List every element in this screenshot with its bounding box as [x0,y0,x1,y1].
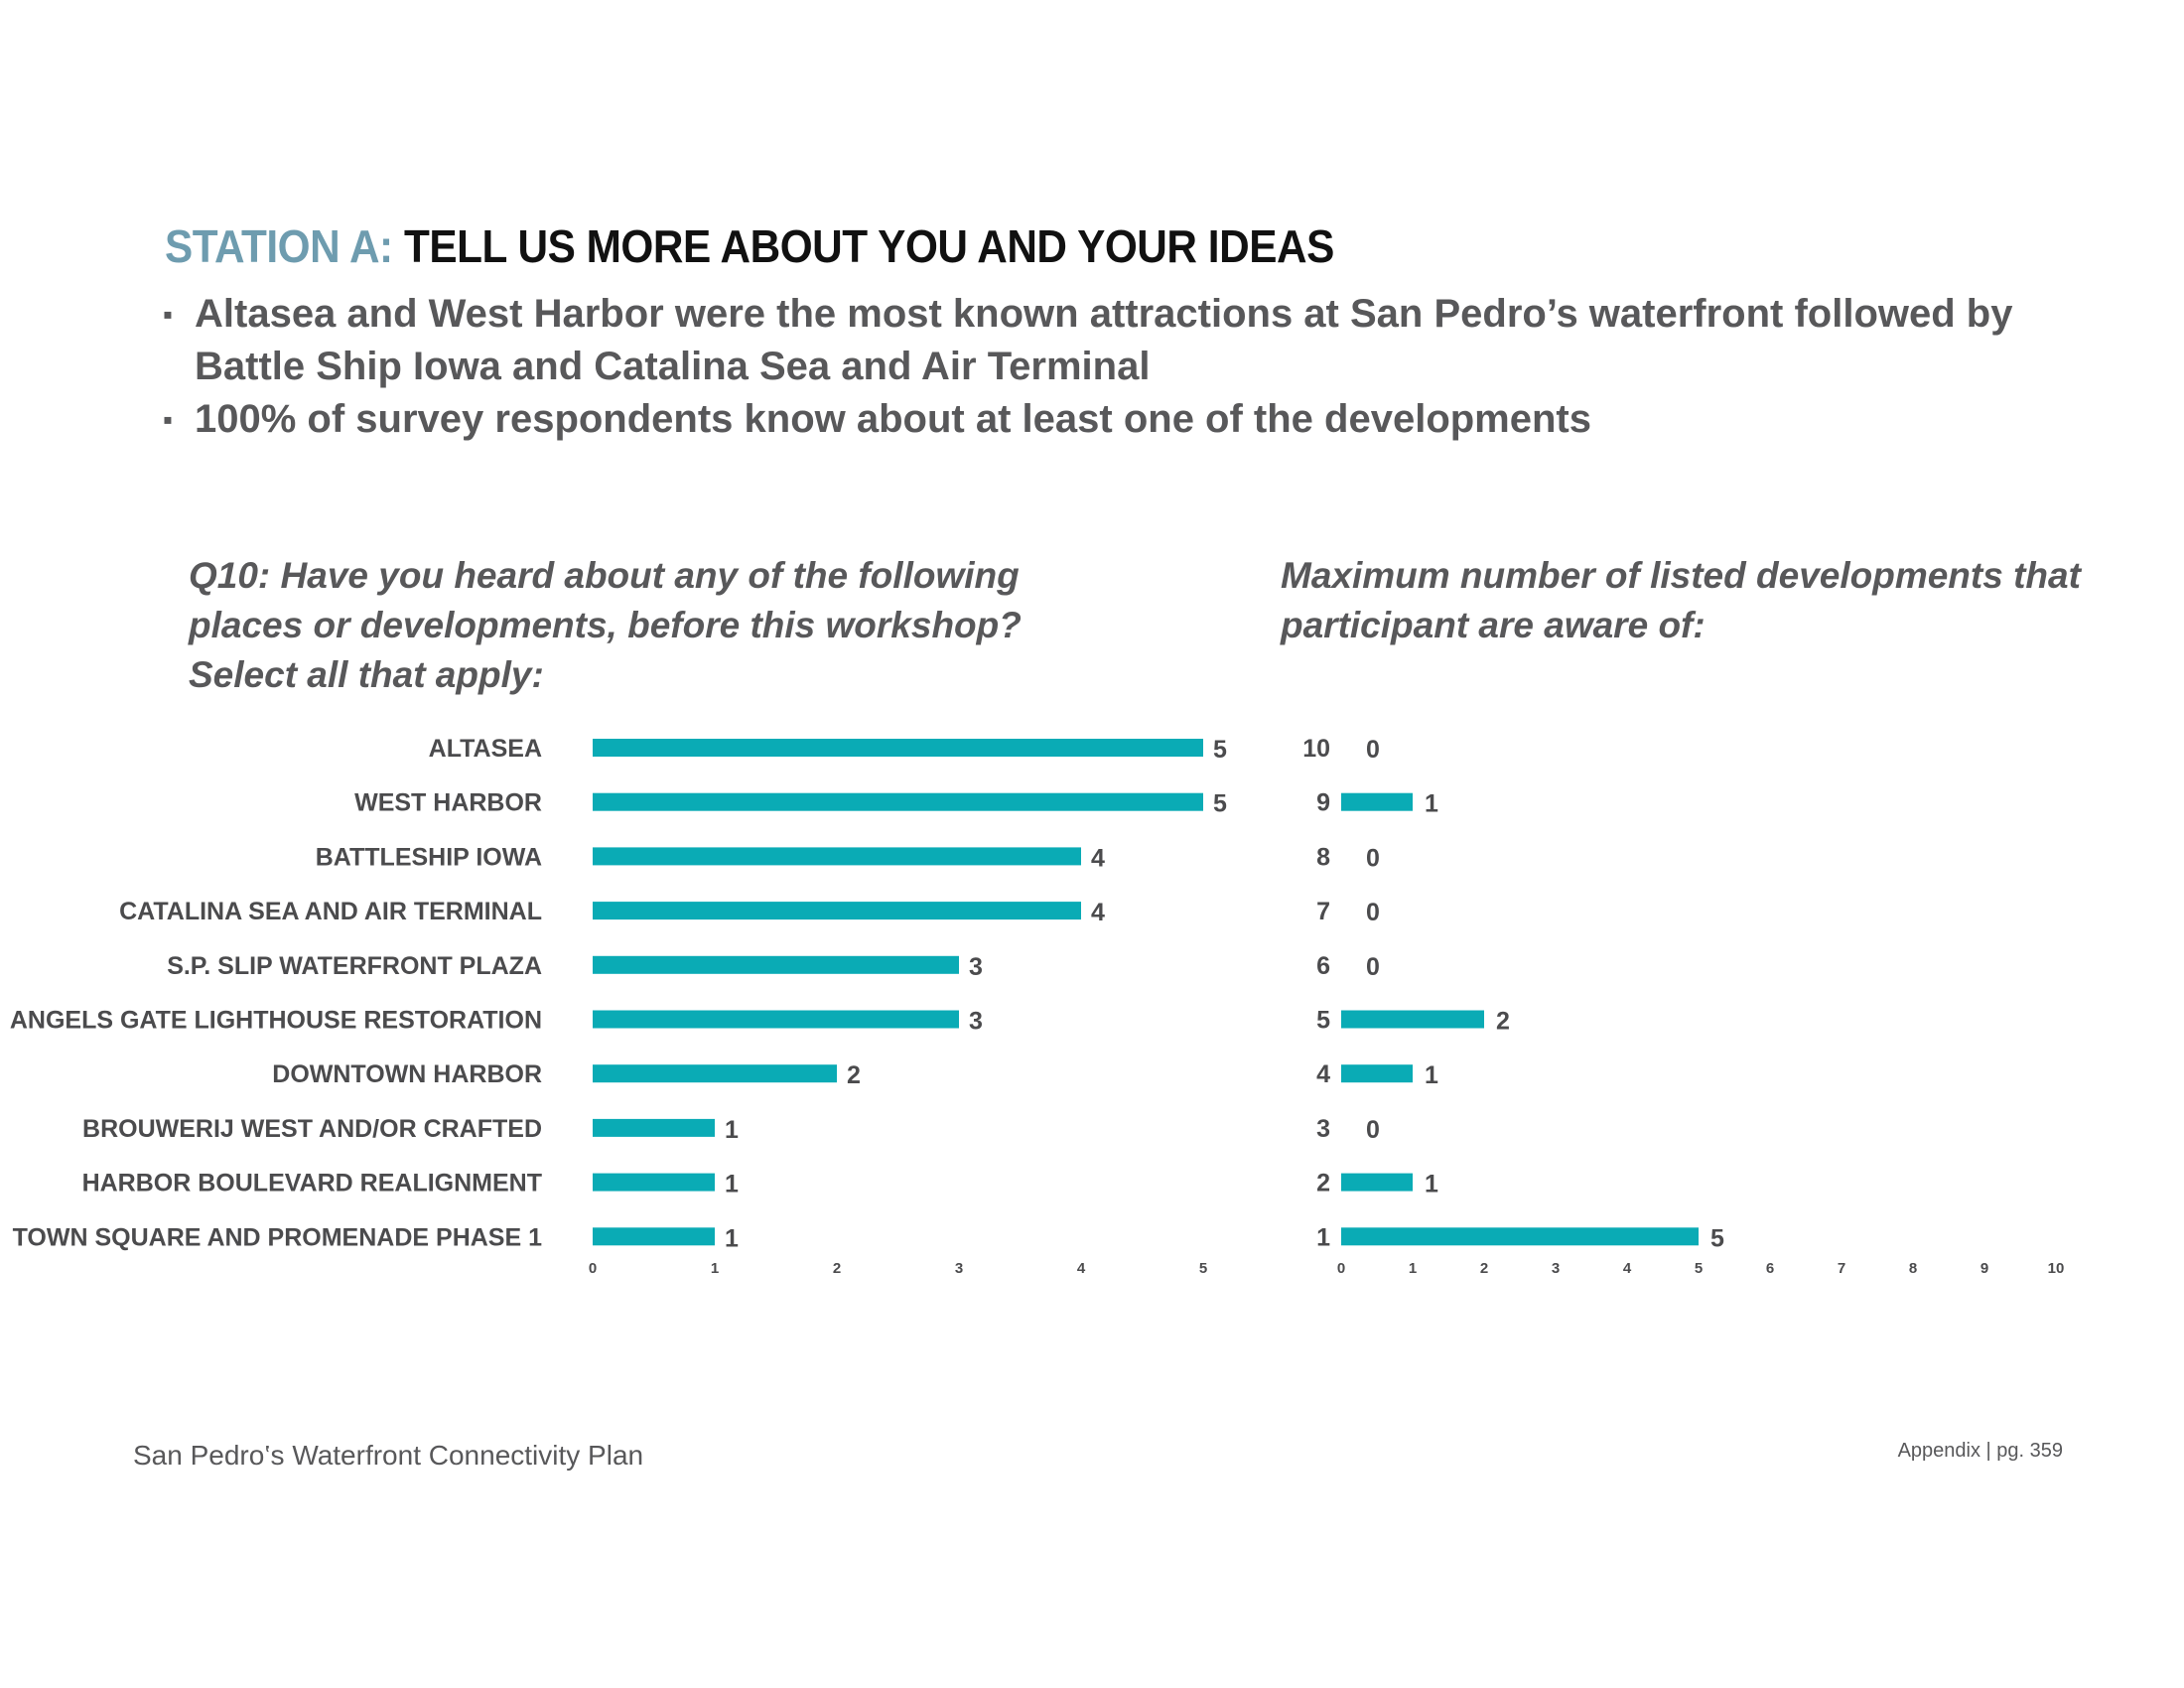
chart-title-max-developments: Maximum number of listed developments th… [1281,555,2081,645]
value-label: 5 [1710,1224,1724,1252]
bar [593,955,959,974]
bar [1341,1064,1413,1083]
bar [593,739,1203,757]
value-label: 0 [1366,1116,1380,1144]
category-label: TOWN SQUARE AND PROMENADE PHASE 1 [13,1223,542,1251]
x-tick-label: 8 [1909,1260,1917,1277]
category-label: WEST HARBOR [354,789,542,817]
category-label: 4 [1316,1060,1330,1088]
category-label: S.P. SLIP WATERFRONT PLAZA [167,952,542,980]
page-title: STATION A: TELL US MORE ABOUT YOU AND YO… [165,220,1334,272]
x-tick-label: 0 [589,1260,597,1277]
value-label: 4 [1091,844,1105,872]
bullet-text: Altasea and West Harbor were the most kn… [195,292,2013,388]
footer-plan-name: San Pedro‛s Waterfront Connectivity Plan [133,1440,644,1471]
bar [593,902,1081,920]
bar [593,1227,715,1246]
x-tick-label: 4 [1077,1260,1086,1277]
bar [1341,792,1413,811]
category-label: 7 [1316,898,1330,925]
chart-max-developments: 10 09 18 07 06 05 24 13 02 11 50 1 2 3 4 5 6 7 8 9 10 [1302,735,2064,1277]
bar [593,1064,837,1083]
x-tick-label: 1 [711,1260,719,1277]
bullet-item: ▪ Altasea and West Harbor were the most k… [159,288,2105,393]
category-label: ALTASEA [429,735,542,763]
category-label: ANGELS GATE LIGHTHOUSE RESTORATION [10,1007,542,1035]
bullet-text: 100% of survey respondents know about at… [195,397,1591,441]
value-label: 1 [725,1171,739,1198]
category-label: 8 [1316,843,1330,871]
value-label: 3 [969,1008,983,1036]
value-label: 2 [847,1061,861,1089]
x-tick-label: 3 [1552,1260,1560,1277]
value-label: 1 [1425,1171,1438,1198]
value-label: 1 [725,1116,739,1144]
x-tick-label: 2 [833,1260,841,1277]
value-label: 0 [1366,844,1380,872]
bar [593,847,1081,866]
value-label: 5 [1213,790,1227,818]
category-label: BROUWERIJ WEST AND/OR CRAFTED [82,1115,542,1143]
bullet-marker: ▪ [163,299,173,330]
value-label: 2 [1496,1008,1510,1036]
bar [593,1010,959,1029]
x-tick-label: 3 [955,1260,963,1277]
bar [1341,1227,1699,1246]
bar [593,792,1203,811]
bar [593,1118,715,1137]
summary-bullets: ▪ Altasea and West Harbor were the most k… [159,288,2105,446]
value-label: 0 [1366,899,1380,926]
chart-awareness: ALTASEA 5 WEST HARBOR 5 BATTLESHIP IOWA 4 CATA… [10,735,1227,1277]
bullet-item: ▪ 100% of survey respondents know about a… [159,393,2105,446]
category-label: DOWNTOWN HARBOR [272,1060,542,1088]
x-tick-label: 5 [1695,1260,1703,1277]
x-tick-label: 9 [1980,1260,1988,1277]
bullet-marker: ▪ [163,404,173,435]
title-main: TELL US MORE ABOUT YOU AND YOUR IDEAS [403,220,1334,272]
x-tick-label: 7 [1838,1260,1845,1277]
x-tick-label: 2 [1480,1260,1488,1277]
value-label: 4 [1091,899,1105,926]
bar [593,1173,715,1192]
category-label: BATTLESHIP IOWA [316,843,542,871]
x-tick-label: 6 [1766,1260,1774,1277]
category-label: HARBOR BOULEVARD REALIGNMENT [82,1170,542,1197]
value-label: 1 [725,1224,739,1252]
x-tick-label: 10 [2048,1260,2065,1277]
bar [1341,1010,1484,1029]
x-tick-label: 5 [1199,1260,1207,1277]
category-label: 3 [1316,1115,1330,1143]
category-label: 10 [1302,735,1330,763]
value-label: 0 [1366,736,1380,764]
chart-title-awareness: Q10: Have you heard about any of the fol… [189,555,1022,695]
value-label: 0 [1366,953,1380,981]
value-label: 1 [1425,790,1438,818]
value-label: 3 [969,953,983,981]
x-tick-label: 1 [1409,1260,1417,1277]
x-tick-label: 4 [1623,1260,1632,1277]
bar [1341,1173,1413,1192]
category-label: 5 [1316,1007,1330,1035]
category-label: 6 [1316,952,1330,980]
value-label: 1 [1425,1061,1438,1089]
value-label: 5 [1213,736,1227,764]
category-label: 2 [1316,1170,1330,1197]
title-prefix: STATION A: [165,220,393,272]
category-label: 9 [1316,789,1330,817]
category-label: CATALINA SEA AND AIR TERMINAL [119,898,542,925]
category-label: 1 [1316,1223,1330,1251]
footer-page-number: Appendix | pg. 359 [1897,1440,2063,1462]
x-tick-label: 0 [1337,1260,1345,1277]
